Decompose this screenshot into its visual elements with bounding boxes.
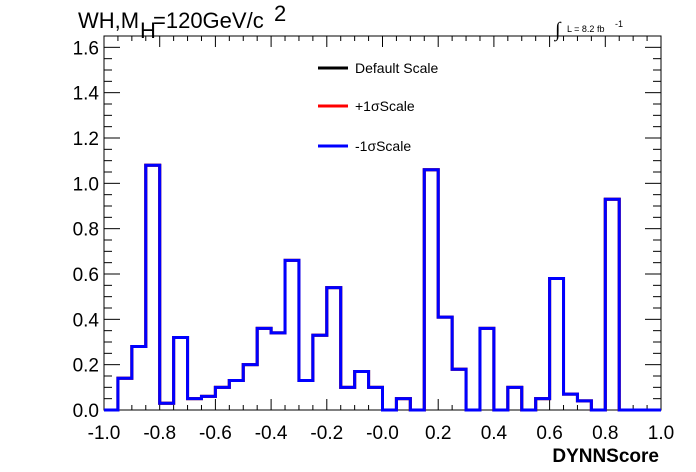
lumi-label: L = 8.2 fb [567,24,604,34]
x-tick-label: -0.0 [366,423,399,444]
y-tick-label: 0.2 [73,356,99,377]
y-tick-label: 1.6 [73,38,99,59]
y-tick-label: 0.6 [73,265,99,286]
x-tick-label: 0.4 [481,423,508,444]
y-tick-label: 1.2 [73,129,99,150]
chart-title-main: WH,M [78,8,139,33]
x-tick-label: -0.8 [143,423,176,444]
y-tick-label: 0.4 [73,310,100,331]
legend-label-minus: -1σScale [355,138,411,154]
series-line-2 [104,163,661,412]
x-tick-label: 0.2 [425,423,451,444]
x-tick-label: -0.4 [255,423,288,444]
y-tick-label: 1.4 [73,84,100,105]
chart-title-subscript: H [140,18,156,43]
axes: -1.0 -0.8 -0.6 -0.4 -0.2 -0.0 0.2 0.4 0.6 0.8 1.0 0… [73,36,674,444]
x-tick-label: 1.0 [648,423,674,444]
chart-title-rest: =120GeV/c [153,8,264,33]
series-layer [104,163,661,412]
lumi-integral: ∫ [553,19,562,42]
legend-label-default: Default Scale [355,60,438,76]
x-tick-label: 0.6 [536,423,562,444]
y-tick-label: 0.8 [73,220,99,241]
chart-title-superscript: 2 [274,1,286,26]
x-axis-label: DYNNScore [552,446,659,467]
legend-label-plus: +1σScale [355,98,415,114]
lumi-superscript: -1 [615,19,623,29]
x-tick-label: -0.2 [310,423,343,444]
y-tick-label: 0.0 [73,401,99,422]
x-tick-label: 0.8 [592,423,618,444]
y-tick-label: 1.0 [73,174,99,195]
legend: Default Scale +1σScale -1σScale [318,60,438,154]
x-tick-label: -0.6 [199,423,232,444]
series-2 [104,163,661,412]
x-tick-label: -1.0 [88,423,121,444]
